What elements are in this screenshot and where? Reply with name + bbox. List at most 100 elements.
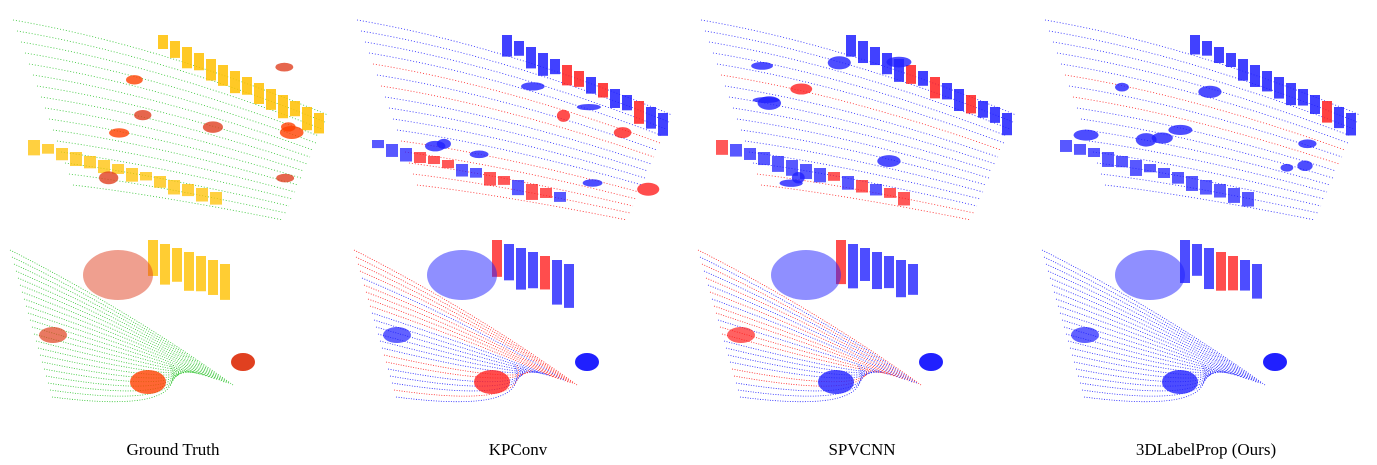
point-cloud-bottom xyxy=(1042,240,1287,402)
structure xyxy=(1214,184,1226,198)
caption: Ground Truth xyxy=(3,440,343,460)
structure xyxy=(870,47,880,65)
scan-ring xyxy=(49,119,301,178)
scan-ring xyxy=(1081,119,1333,178)
object xyxy=(521,82,545,90)
object xyxy=(231,353,255,371)
object xyxy=(1162,370,1198,394)
scan-ring xyxy=(380,341,538,372)
scan-ring xyxy=(389,108,648,171)
object xyxy=(1298,139,1316,148)
object xyxy=(1297,160,1312,170)
caption: KPConv xyxy=(348,440,688,460)
structure xyxy=(56,148,68,160)
object xyxy=(919,353,943,371)
point-cloud-top xyxy=(13,20,328,220)
object xyxy=(790,83,812,94)
structure xyxy=(730,144,742,157)
structure xyxy=(196,188,208,202)
structure xyxy=(1240,260,1250,291)
structure xyxy=(954,89,964,111)
structure xyxy=(470,168,482,178)
structure xyxy=(154,176,166,188)
object xyxy=(470,150,489,158)
structure xyxy=(540,188,552,198)
structure xyxy=(498,176,510,185)
scan-ring xyxy=(733,108,992,171)
structure xyxy=(758,152,770,165)
structure xyxy=(1186,176,1198,191)
object xyxy=(557,110,570,122)
structure xyxy=(266,89,276,110)
structure xyxy=(918,71,928,86)
object xyxy=(1281,164,1294,172)
structure xyxy=(1060,140,1072,152)
structure xyxy=(220,264,230,300)
structure xyxy=(1262,71,1272,91)
structure xyxy=(400,148,412,162)
structure xyxy=(386,144,398,157)
structure xyxy=(516,248,526,290)
structure xyxy=(98,160,110,173)
structure xyxy=(562,65,572,85)
structure xyxy=(428,156,440,164)
structure xyxy=(860,248,870,281)
structure xyxy=(314,113,324,133)
structure xyxy=(586,77,596,94)
scan-ring xyxy=(36,341,194,372)
structure xyxy=(1238,59,1248,81)
object xyxy=(792,172,805,184)
object xyxy=(474,370,510,394)
structure xyxy=(210,192,222,205)
structure xyxy=(856,180,868,193)
structure xyxy=(140,172,152,180)
structure xyxy=(170,41,180,58)
structure xyxy=(1214,47,1224,63)
structure xyxy=(716,140,728,155)
structure xyxy=(182,184,194,196)
structure xyxy=(858,41,868,63)
figure-panels xyxy=(0,0,1377,430)
structure xyxy=(1130,160,1142,176)
object xyxy=(383,327,411,343)
object xyxy=(1152,132,1173,143)
structure xyxy=(504,244,514,280)
structure xyxy=(1158,168,1170,178)
structure xyxy=(1228,188,1240,203)
structure xyxy=(848,244,858,288)
structure xyxy=(528,252,538,288)
object xyxy=(575,353,599,371)
structure xyxy=(230,71,240,93)
structure xyxy=(218,65,228,86)
structure xyxy=(42,144,54,154)
structure xyxy=(622,95,632,110)
structure xyxy=(1172,172,1184,184)
structure xyxy=(772,156,784,172)
caption: SPVCNN xyxy=(692,440,1032,460)
scan-ring xyxy=(716,313,894,376)
structure xyxy=(526,47,536,68)
structure xyxy=(990,107,1000,123)
object xyxy=(203,121,223,133)
structure xyxy=(290,101,300,116)
point-cloud-bottom xyxy=(698,240,943,402)
structure xyxy=(884,256,894,288)
structure xyxy=(196,256,206,291)
object xyxy=(134,110,151,120)
structure xyxy=(502,35,512,57)
object xyxy=(109,128,129,137)
object xyxy=(886,57,911,68)
structure xyxy=(84,156,96,168)
structure xyxy=(814,168,826,182)
structure xyxy=(1074,144,1086,155)
object xyxy=(425,141,445,151)
structure xyxy=(1190,35,1200,54)
structure xyxy=(552,260,562,305)
structure xyxy=(1334,107,1344,128)
structure xyxy=(160,244,170,285)
structure xyxy=(168,180,180,194)
scan-ring xyxy=(1065,75,1345,150)
scan-ring xyxy=(1077,108,1336,171)
structure xyxy=(646,107,656,129)
structure xyxy=(1286,83,1296,105)
